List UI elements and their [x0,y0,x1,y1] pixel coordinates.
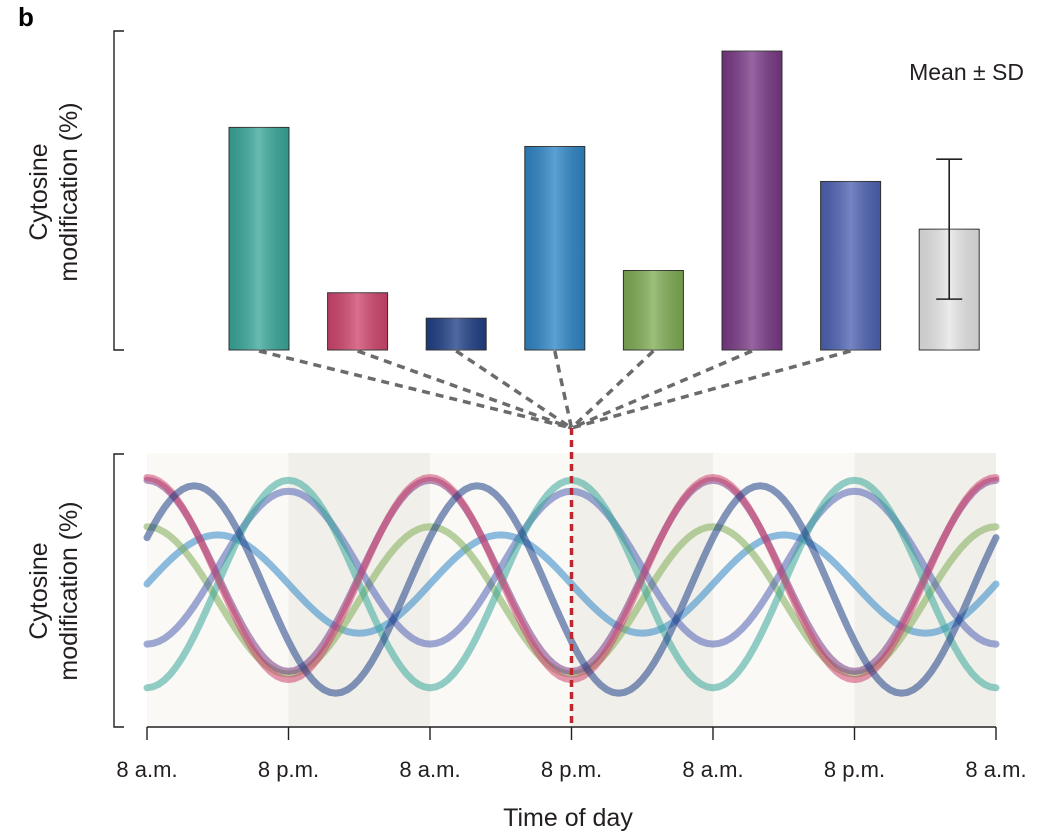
curve-7 [143,482,1000,697]
x-tick-label: 8 a.m. [399,757,460,782]
bar-chart: Cytosine modification (%) Mean ± SD [25,30,1024,430]
connector-line [570,349,655,430]
bar-1-shading [229,127,289,351]
line-chart-ylabel-line1: Cytosine [25,542,53,639]
x-ticks: 8 a.m. 8 p.m. 8 a.m. 8 p.m. 8 a.m. 8 p.m. 8 a.… [116,727,1027,782]
line-chart-ylabel-line2: modification (%) [55,501,83,680]
x-tick-label: 8 p.m. [258,757,319,782]
line-chart-y-axis [113,453,124,728]
connector-line [455,349,573,430]
bar-chart-ylabel-line2: modification (%) [55,102,83,281]
curve-6 [143,474,1000,684]
line-chart-xlabel: Time of day [503,804,633,832]
bar-2-shading [327,292,388,350]
x-tick-label: 8 p.m. [824,757,885,782]
connector-line [553,350,574,429]
bar-5-shading [623,270,684,350]
x-tick-label: 8 p.m. [541,757,602,782]
bar-7-shading [820,181,881,350]
x-tick-label: 8 a.m. [116,757,177,782]
bar-4-shading [524,146,585,350]
bar-chart-ylabel-line1: Cytosine [25,143,53,240]
bar-chart-y-axis [113,30,124,351]
connector-line [570,349,753,430]
connector-lines [258,349,852,430]
connector-line [258,349,572,430]
mean-sd-annotation: Mean ± SD [909,59,1024,85]
connector-line [357,349,573,430]
connector-line [571,349,852,430]
panel-letter: b [18,2,34,32]
bar-6-shading [722,51,782,350]
x-tick-label: 8 a.m. [682,757,743,782]
bar-3-shading [426,318,487,350]
line-chart: 8 a.m. 8 p.m. 8 a.m. 8 p.m. 8 a.m. 8 p.m. 8 a.… [25,428,1027,832]
x-tick-label: 8 a.m. [965,757,1026,782]
bars [228,50,980,351]
